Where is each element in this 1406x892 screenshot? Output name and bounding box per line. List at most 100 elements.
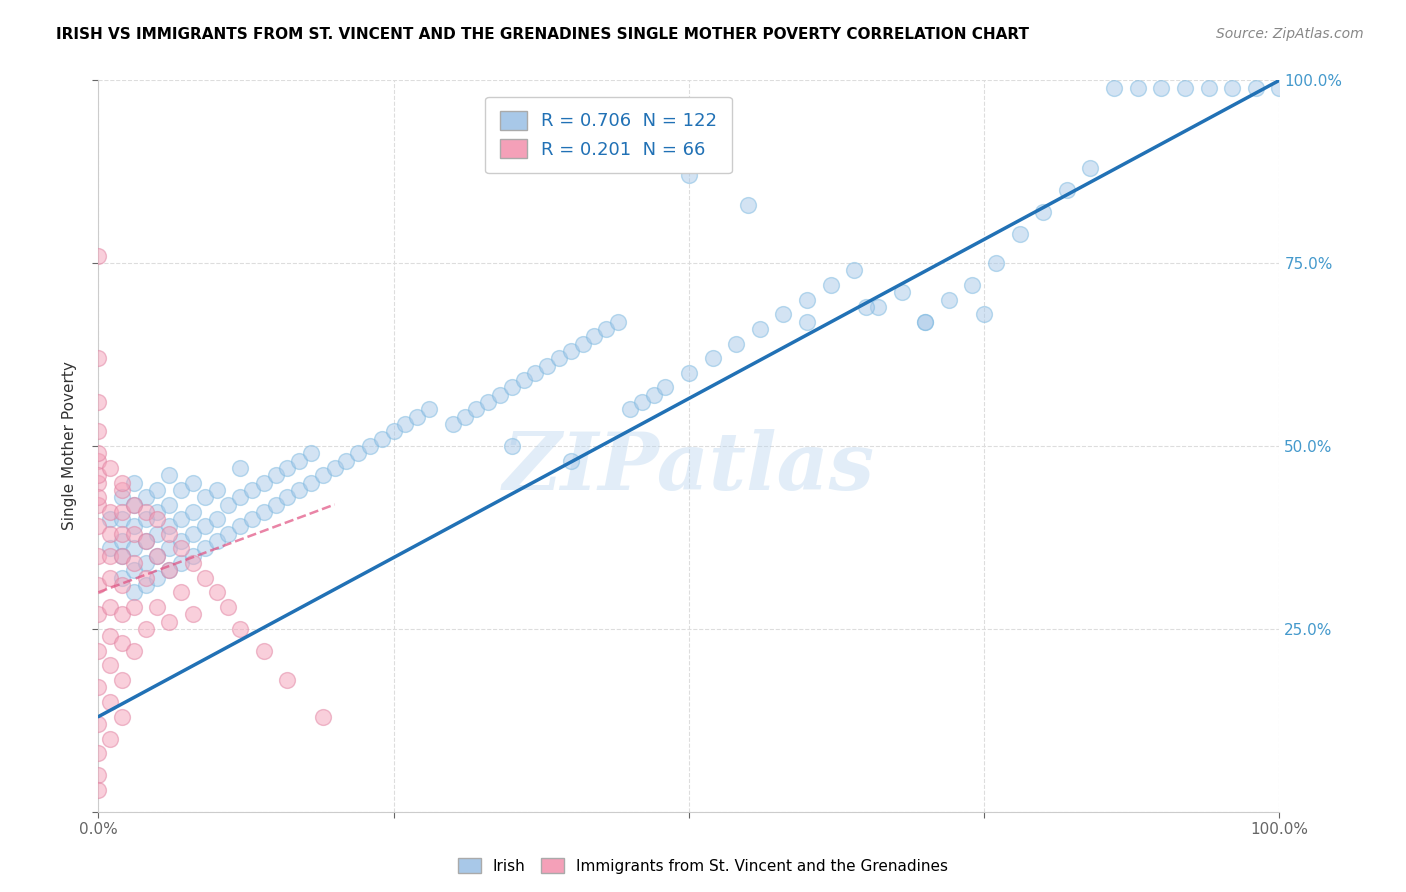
Point	[312, 468, 335, 483]
Point	[87, 746, 110, 760]
Point	[335, 453, 357, 467]
Point	[536, 359, 558, 373]
Point	[87, 498, 110, 512]
Point	[146, 505, 169, 519]
Point	[453, 409, 475, 424]
Point	[98, 695, 121, 709]
Point	[135, 512, 157, 526]
Point	[87, 607, 110, 622]
Point	[844, 263, 866, 277]
Point	[1102, 80, 1125, 95]
Point	[253, 475, 276, 490]
Point	[181, 556, 204, 570]
Point	[170, 556, 193, 570]
Point	[111, 549, 134, 563]
Point	[914, 315, 936, 329]
Point	[1032, 205, 1054, 219]
Point	[489, 388, 512, 402]
Point	[465, 402, 488, 417]
Point	[87, 782, 110, 797]
Point	[1198, 80, 1220, 95]
Point	[111, 483, 134, 497]
Text: ZIPatlas: ZIPatlas	[503, 429, 875, 507]
Point	[181, 475, 204, 490]
Point	[194, 541, 217, 556]
Point	[240, 512, 263, 526]
Point	[111, 549, 134, 563]
Point	[1126, 80, 1149, 95]
Point	[194, 519, 217, 533]
Point	[135, 578, 157, 592]
Point	[607, 315, 630, 329]
Point	[194, 490, 217, 504]
Point	[524, 366, 547, 380]
Point	[157, 563, 180, 577]
Point	[157, 498, 180, 512]
Point	[157, 541, 180, 556]
Point	[973, 307, 995, 321]
Point	[299, 446, 322, 460]
Point	[111, 512, 134, 526]
Point	[217, 498, 239, 512]
Point	[87, 475, 110, 490]
Point	[122, 519, 145, 533]
Point	[98, 658, 121, 673]
Point	[170, 585, 193, 599]
Point	[1008, 227, 1031, 241]
Point	[87, 351, 110, 366]
Point	[323, 461, 346, 475]
Point	[548, 351, 571, 366]
Point	[253, 644, 276, 658]
Point	[135, 490, 157, 504]
Point	[135, 534, 157, 549]
Point	[146, 526, 169, 541]
Point	[418, 402, 440, 417]
Point	[170, 534, 193, 549]
Point	[135, 534, 157, 549]
Point	[98, 571, 121, 585]
Point	[276, 490, 298, 504]
Point	[855, 300, 877, 314]
Point	[111, 673, 134, 687]
Point	[135, 505, 157, 519]
Point	[501, 439, 523, 453]
Point	[382, 425, 405, 439]
Point	[772, 307, 794, 321]
Point	[157, 519, 180, 533]
Point	[87, 578, 110, 592]
Point	[512, 373, 534, 387]
Point	[914, 315, 936, 329]
Point	[1150, 80, 1173, 95]
Point	[111, 607, 134, 622]
Point	[157, 615, 180, 629]
Point	[678, 366, 700, 380]
Point	[170, 541, 193, 556]
Point	[571, 336, 593, 351]
Point	[87, 717, 110, 731]
Point	[205, 585, 228, 599]
Point	[205, 534, 228, 549]
Point	[87, 446, 110, 460]
Point	[217, 599, 239, 614]
Point	[299, 475, 322, 490]
Point	[347, 446, 370, 460]
Point	[122, 599, 145, 614]
Point	[264, 498, 287, 512]
Point	[288, 453, 311, 467]
Point	[98, 512, 121, 526]
Point	[87, 768, 110, 782]
Y-axis label: Single Mother Poverty: Single Mother Poverty	[62, 361, 77, 531]
Point	[312, 709, 335, 723]
Point	[866, 300, 889, 314]
Point	[962, 278, 984, 293]
Point	[181, 607, 204, 622]
Point	[643, 388, 665, 402]
Point	[181, 526, 204, 541]
Point	[111, 571, 134, 585]
Point	[560, 343, 582, 358]
Point	[194, 571, 217, 585]
Point	[984, 256, 1007, 270]
Point	[122, 526, 145, 541]
Point	[725, 336, 748, 351]
Point	[146, 599, 169, 614]
